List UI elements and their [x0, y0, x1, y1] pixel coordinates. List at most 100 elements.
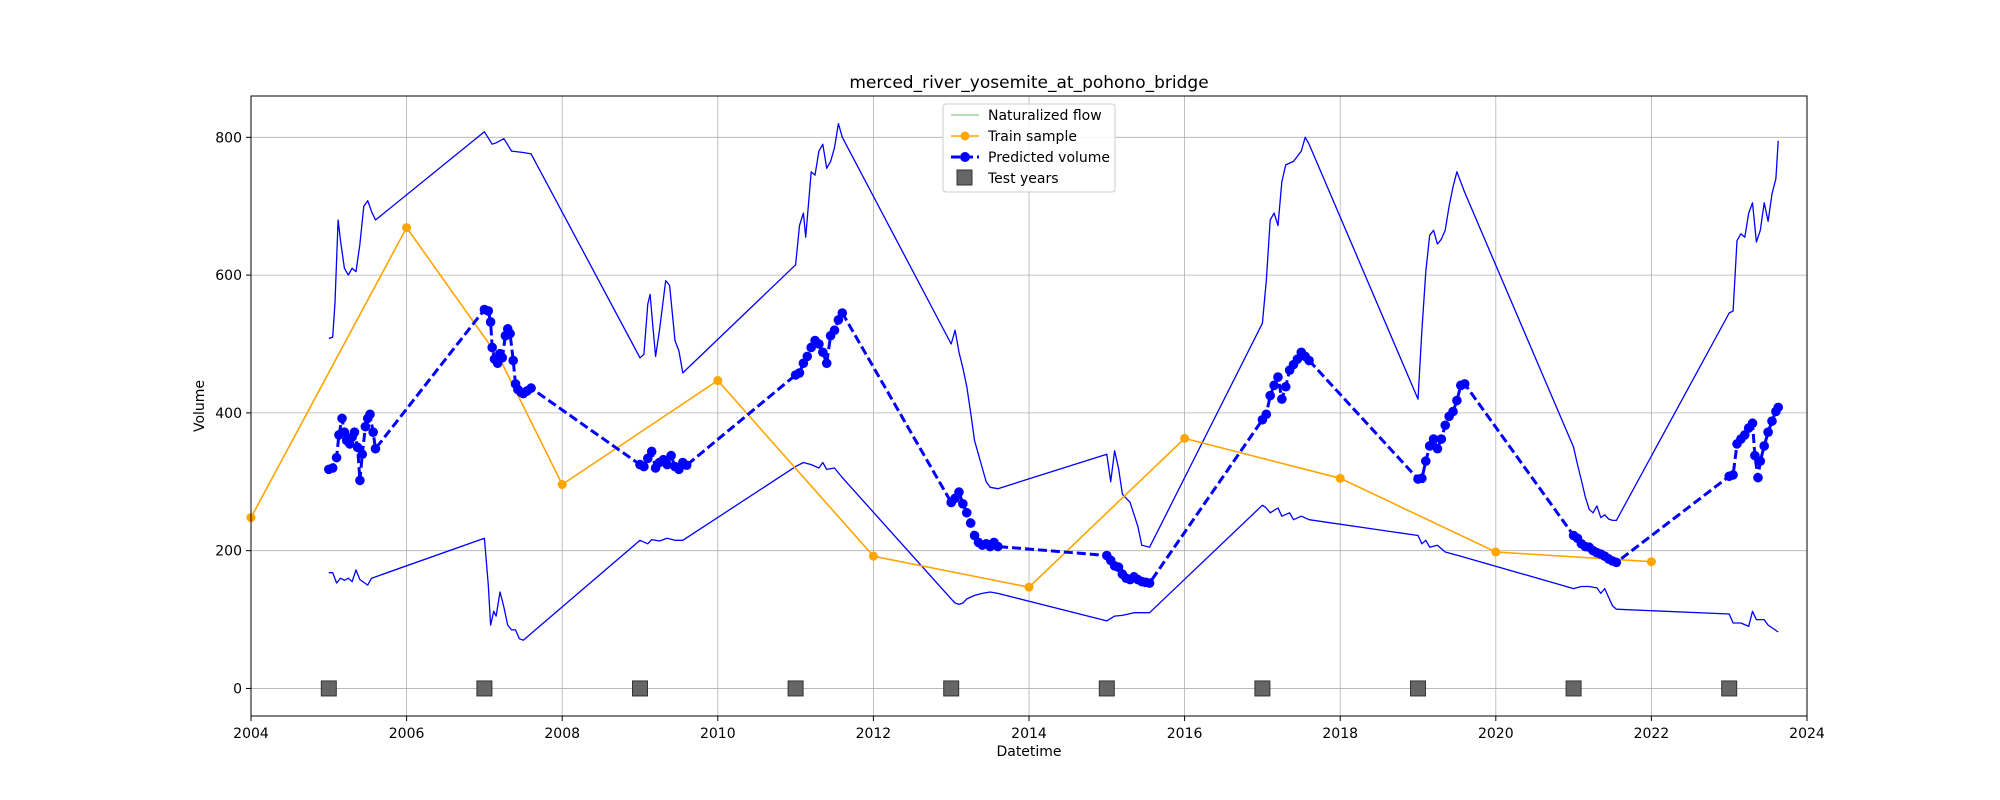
predicted-volume-point — [349, 427, 360, 437]
lower-bound-line — [328, 461, 1779, 641]
predicted-volume-point — [497, 352, 508, 363]
predicted-volume-point — [954, 487, 964, 497]
predicted-volume-point — [1611, 557, 1622, 568]
legend-train-label: Train sample — [987, 129, 1077, 145]
predicted-volume-point — [360, 421, 371, 432]
train-sample-point — [1024, 582, 1034, 592]
x-tick-label: 2014 — [1011, 726, 1047, 742]
predicted-volume-point — [1773, 402, 1784, 413]
predicted-volume-point — [1452, 395, 1462, 406]
y-tick-label: 800 — [215, 130, 242, 146]
predicted-volume-point — [818, 347, 828, 358]
predicted-volume-point — [1265, 390, 1275, 401]
x-tick-label: 2016 — [1167, 726, 1203, 742]
test-year-marker — [476, 680, 493, 697]
predicted-volume-point — [1459, 379, 1470, 389]
predicted-volume-point — [821, 358, 832, 369]
x-tick-label: 2004 — [233, 726, 269, 742]
predicted-volume-point — [370, 443, 381, 454]
predicted-volume-point — [1767, 416, 1777, 426]
legend-test-years-label: Test years — [987, 171, 1059, 187]
y-tick-label: 400 — [215, 406, 242, 422]
predicted-volume-point — [327, 463, 338, 473]
test-year-marker — [1098, 680, 1115, 697]
y-tick-label: 600 — [215, 268, 242, 284]
train-sample-point — [868, 551, 878, 561]
predicted-volume-point — [646, 446, 657, 457]
predicted-volume-point — [357, 449, 368, 460]
axes: 2004 2006 2008 2010 2012 2014 2016 2018 2020 2022… — [215, 130, 1825, 742]
predicted-volume-point — [485, 317, 496, 327]
x-tick-label: 2020 — [1478, 726, 1514, 742]
legend-frame — [942, 103, 1116, 193]
plot-area — [246, 122, 1784, 697]
predicted-volume-point — [483, 306, 494, 316]
predicted-volume-point — [662, 459, 673, 470]
predicted-volume-point — [829, 325, 840, 336]
predicted-volume-point — [1304, 355, 1314, 366]
legend-naturalized-label: Naturalized flow — [988, 108, 1102, 124]
x-tick-label: 2008 — [544, 726, 580, 742]
predicted-volume-point — [1420, 456, 1431, 466]
predicted-volume-point — [837, 308, 848, 318]
predicted-volume-point — [639, 461, 649, 472]
x-axis-label: Datetime — [996, 744, 1061, 760]
x-tick-label: 2024 — [1789, 726, 1825, 742]
predicted-volume-point — [508, 355, 518, 366]
predicted-volume-point — [368, 427, 378, 437]
upper-bound-line — [328, 122, 1779, 548]
predicted-volume-point — [1261, 409, 1272, 420]
predicted-volume-point — [331, 452, 342, 463]
predicted-volume-point — [1277, 394, 1287, 404]
predicted-volume-point — [814, 339, 824, 349]
y-tick-label: 0 — [233, 681, 242, 697]
predicted-volume-point — [1144, 578, 1155, 588]
predicted-volume-point — [1763, 427, 1773, 437]
x-tick-label: 2018 — [1322, 726, 1358, 742]
predicted-volume-point — [961, 507, 972, 518]
predicted-volume-point — [339, 427, 350, 437]
legend: Naturalized flow Train sample Predicted … — [942, 103, 1116, 193]
predicted-volume-point — [1280, 381, 1291, 392]
predicted-volume-point — [1753, 472, 1763, 483]
train-sample-point — [1491, 547, 1501, 557]
test-year-marker — [943, 680, 960, 697]
x-tick-label: 2012 — [856, 726, 892, 742]
test-year-marker — [632, 680, 648, 697]
predicted-volume-point — [337, 413, 347, 424]
predicted-volume-point — [681, 460, 692, 471]
test-year-marker — [1410, 680, 1426, 697]
test-year-marker — [787, 680, 804, 697]
test-year-marker — [1721, 680, 1738, 697]
x-tick-label: 2022 — [1634, 726, 1670, 742]
predicted-volume-point — [1428, 434, 1439, 444]
predicted-volume-point — [355, 475, 365, 486]
predicted-volume-point — [1759, 441, 1770, 451]
predicted-volume-point — [1448, 406, 1458, 417]
train-sample-point — [1180, 433, 1190, 443]
predicted-volume-point — [965, 518, 976, 528]
predicted-volume-point — [1273, 372, 1283, 382]
x-tick-label: 2006 — [389, 726, 425, 742]
predicted-volume-point — [365, 409, 375, 420]
y-axis-label: Volume — [192, 380, 208, 432]
predicted-volume-point — [1440, 420, 1451, 431]
predicted-volume-point — [526, 383, 536, 393]
predicted-volume-point — [1269, 380, 1279, 391]
legend-predicted-marker — [960, 152, 970, 162]
y-tick-label: 200 — [215, 544, 242, 560]
predicted-volume-point — [1436, 434, 1447, 444]
predicted-volume-point — [794, 368, 805, 378]
predicted-volume-point — [1728, 470, 1738, 480]
legend-test-years-marker — [956, 169, 973, 186]
train-sample-point — [713, 376, 723, 386]
legend-train-marker — [960, 131, 970, 141]
predicted-volume-point — [1432, 443, 1443, 454]
train-sample-point — [402, 223, 412, 233]
test-year-marker — [320, 680, 337, 697]
predicted-volume-point — [1417, 473, 1427, 484]
test-year-marker — [1565, 680, 1582, 697]
test-year-marker — [1254, 680, 1271, 697]
predicted-volume-point — [802, 351, 813, 362]
